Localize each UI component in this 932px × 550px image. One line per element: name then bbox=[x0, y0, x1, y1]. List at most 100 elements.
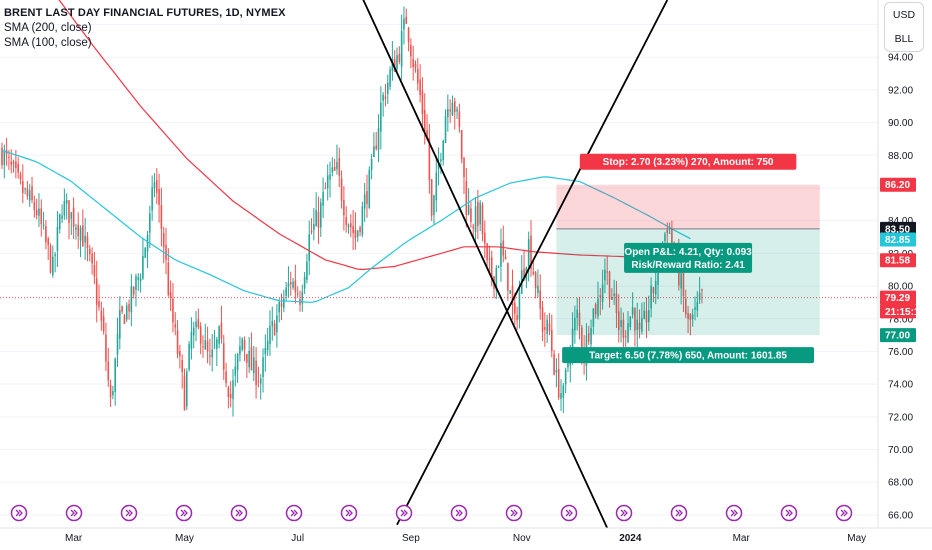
candle-body bbox=[324, 187, 327, 189]
candle-body bbox=[576, 309, 578, 318]
candle-body bbox=[437, 163, 440, 169]
pnl-label[interactable]: Open P&L: 4.21, Qty: 0.093 Risk/Reward Ra… bbox=[624, 242, 752, 273]
sma100-legend[interactable]: SMA (100, close) bbox=[4, 37, 92, 49]
stop-label[interactable]: Stop: 2.70 (3.23%) 270, Amount: 750 bbox=[579, 153, 797, 170]
candle-body bbox=[3, 150, 6, 165]
plot-area[interactable] bbox=[0, 0, 878, 417]
event-icon[interactable] bbox=[395, 504, 413, 522]
currency-unit-selector[interactable]: USD BLL bbox=[884, 2, 924, 52]
candle-body bbox=[504, 256, 507, 260]
candle-body bbox=[523, 268, 525, 278]
candle-body bbox=[631, 307, 634, 315]
price-tag: 82.85 bbox=[880, 232, 916, 247]
event-icon[interactable] bbox=[175, 504, 193, 522]
candle-body bbox=[47, 238, 49, 246]
currency-label[interactable]: USD bbox=[892, 9, 916, 21]
sma200-line bbox=[58, 0, 700, 271]
candle-body bbox=[146, 235, 149, 252]
candle-body bbox=[280, 303, 283, 307]
candle-body bbox=[310, 230, 313, 233]
event-icon-glyph bbox=[345, 509, 353, 517]
candle-body bbox=[636, 319, 639, 330]
candle-body bbox=[537, 285, 539, 293]
event-icon[interactable] bbox=[835, 504, 853, 522]
candle-body bbox=[176, 330, 179, 355]
candle-body bbox=[428, 137, 431, 181]
candle-body bbox=[530, 235, 532, 269]
event-icon[interactable] bbox=[65, 504, 83, 522]
event-icon[interactable] bbox=[780, 504, 798, 522]
candle-body bbox=[45, 226, 47, 243]
time-tick-label: May bbox=[175, 533, 194, 544]
candle-body bbox=[276, 315, 278, 333]
events-row[interactable] bbox=[10, 504, 853, 522]
candle-body bbox=[421, 90, 424, 115]
candle-body bbox=[181, 360, 183, 373]
event-icon[interactable] bbox=[230, 504, 248, 522]
candle-body bbox=[486, 243, 488, 261]
time-axis[interactable]: Mar May Jul Sep Nov 2024 Mar May bbox=[0, 527, 932, 544]
stop-zone bbox=[556, 184, 820, 229]
event-icon[interactable] bbox=[120, 504, 138, 522]
unit-label[interactable]: BLL bbox=[894, 33, 914, 45]
event-icon[interactable] bbox=[725, 504, 743, 522]
candle-body bbox=[456, 109, 458, 112]
candle-body bbox=[137, 276, 140, 281]
candle-body bbox=[611, 296, 613, 300]
candle-body bbox=[285, 287, 287, 297]
candle-body bbox=[301, 291, 304, 304]
candle-body bbox=[412, 58, 414, 68]
candle-body bbox=[553, 354, 555, 375]
event-icon[interactable] bbox=[560, 504, 578, 522]
candle-body bbox=[331, 167, 334, 173]
candle-body bbox=[340, 178, 343, 201]
candle-body bbox=[449, 109, 451, 112]
event-icon[interactable] bbox=[10, 504, 28, 522]
event-icon[interactable] bbox=[505, 504, 523, 522]
candle-body bbox=[56, 226, 59, 251]
time-tick-label: Jul bbox=[291, 533, 304, 544]
event-icon[interactable] bbox=[340, 504, 358, 522]
event-icon[interactable] bbox=[615, 504, 633, 522]
candle-body bbox=[352, 226, 354, 234]
drawing-layer[interactable]: Stop: 2.70 (3.23%) 270, Amount: 750 Targe… bbox=[337, 0, 820, 529]
candle-body bbox=[169, 291, 172, 299]
event-icon[interactable] bbox=[670, 504, 688, 522]
candle-body bbox=[581, 327, 583, 350]
candle-body bbox=[10, 161, 13, 165]
candle-body bbox=[511, 285, 514, 306]
candle-body bbox=[132, 287, 135, 295]
grid bbox=[0, 24, 878, 516]
target-label-bg bbox=[562, 347, 815, 364]
candle-body bbox=[322, 192, 324, 206]
sma200-legend[interactable]: SMA (200, close) bbox=[4, 22, 92, 34]
candle-body bbox=[643, 310, 645, 319]
price-tag: 21:15:11 bbox=[880, 304, 925, 319]
event-icon[interactable] bbox=[285, 504, 303, 522]
price-tick-label: 92.00 bbox=[888, 85, 913, 96]
price-tick-label: 76.00 bbox=[888, 347, 913, 358]
price-axis[interactable]: 66.00 68.00 70.00 72.00 74.00 76.00 78.00 80.00… bbox=[877, 0, 925, 528]
candle-body bbox=[95, 278, 98, 305]
candle-body bbox=[333, 166, 336, 171]
candle-body bbox=[162, 232, 165, 248]
candle-body bbox=[248, 350, 250, 368]
symbol-title[interactable]: BRENT LAST DAY FINANCIAL FUTURES, 1D, NY… bbox=[4, 7, 286, 19]
candle-body bbox=[567, 361, 569, 368]
event-icon[interactable] bbox=[450, 504, 468, 522]
descending-trendline bbox=[362, 0, 609, 529]
price-tick-label: 74.00 bbox=[888, 380, 913, 391]
candle-body bbox=[562, 385, 565, 398]
candle-body bbox=[158, 188, 160, 205]
candle-body bbox=[112, 391, 114, 396]
candle-body bbox=[495, 267, 498, 291]
candle-body bbox=[532, 271, 535, 274]
candle-body bbox=[98, 300, 100, 308]
candle-body bbox=[601, 284, 604, 302]
candle-body bbox=[544, 327, 546, 330]
candle-body bbox=[183, 375, 186, 411]
candle-body bbox=[370, 159, 373, 170]
target-label[interactable]: Target: 6.50 (7.78%) 650, Amount: 1601.8… bbox=[562, 347, 815, 364]
candle-body bbox=[444, 116, 447, 143]
